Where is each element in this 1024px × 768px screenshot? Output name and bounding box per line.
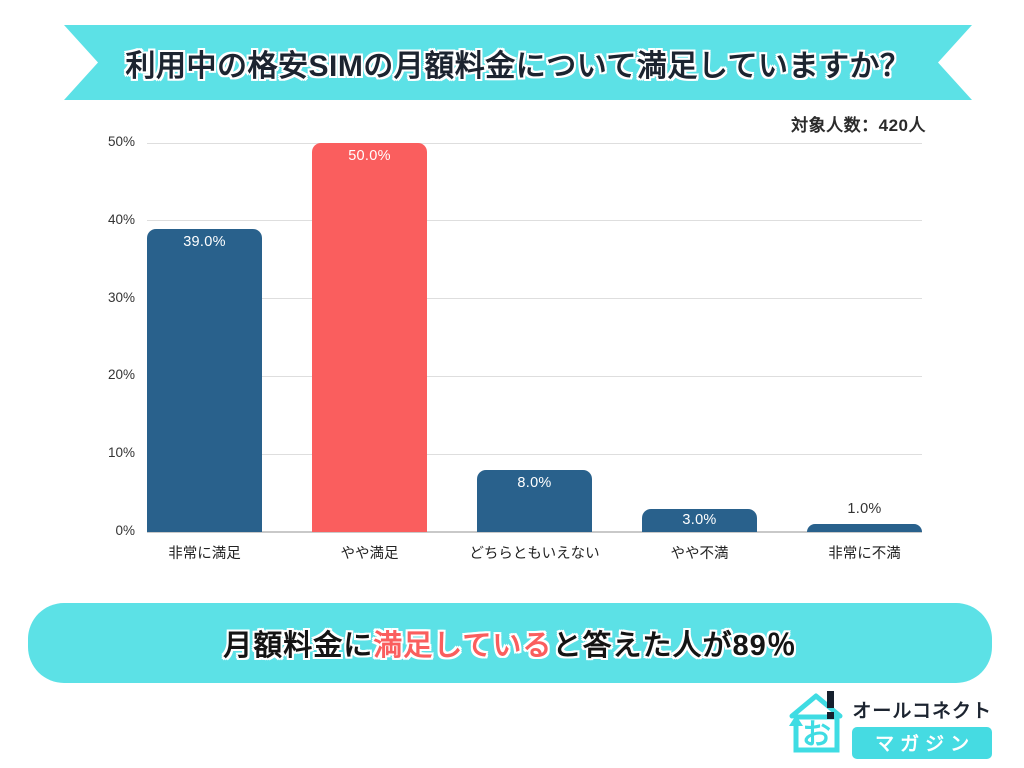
chart-bar-4 xyxy=(642,508,757,532)
title-banner: 利用中の格安SIMの月額料金について満足していますか？ xyxy=(64,25,972,100)
x-axis-category-label: どちらともいえない xyxy=(469,546,600,562)
gridline xyxy=(147,220,922,222)
chart-bar-2 xyxy=(312,143,427,532)
plot-area: 0% 10% 20% 30% 40% 50% 39.0% 非常に満足 50.0% やや満足 8.0%… xyxy=(108,134,922,562)
summary-text: 月額料金に満足していると答えた人が89％ xyxy=(223,622,796,664)
bar-value-label: 1.0% xyxy=(847,501,882,518)
summary-highlight: 満足している xyxy=(373,630,553,662)
gridline xyxy=(147,142,922,144)
x-axis-category-label: 非常に不満 xyxy=(828,546,901,562)
y-axis-tick-label: 30% xyxy=(107,289,135,305)
logo-o-char: お xyxy=(802,719,831,751)
y-axis-tick-label: 20% xyxy=(107,367,135,383)
brand-logo: お オールコネクト マガジン xyxy=(789,691,992,759)
chart-bar-1 xyxy=(147,228,262,532)
bar-value-label: 39.0% xyxy=(183,233,226,250)
chart-bar-3 xyxy=(477,469,592,532)
x-axis-baseline xyxy=(147,531,922,533)
brand-name: オールコネクト xyxy=(852,701,992,722)
bar-value-label: 3.0% xyxy=(682,511,717,528)
summary-prefix: 月額料金に xyxy=(223,630,374,662)
brand-sub-badge: マガジン xyxy=(852,727,992,759)
y-axis-tick-label: 0% xyxy=(115,523,135,538)
gridline xyxy=(147,298,922,300)
up-arrow-icon xyxy=(789,715,804,726)
house-o-icon: お xyxy=(789,691,843,753)
bar-value-label: 50.0% xyxy=(348,148,391,164)
x-axis-category-label: やや不満 xyxy=(670,546,729,562)
sample-size-label: 対象人数：420人 xyxy=(791,116,926,135)
bar-value-label: 8.0% xyxy=(517,474,552,491)
chart-bar-5 xyxy=(807,524,922,532)
logo-text: オールコネクト マガジン xyxy=(852,691,992,759)
y-axis-tick-label: 40% xyxy=(107,211,135,227)
exclamation-icon xyxy=(827,691,835,708)
page-title: 利用中の格安SIMの月額料金について満足していますか？ xyxy=(125,49,911,83)
y-axis-tick-label: 10% xyxy=(107,445,135,461)
x-axis-category-label: 非常に満足 xyxy=(168,546,241,562)
y-axis-tick-label: 50% xyxy=(107,134,135,149)
gridline xyxy=(147,453,922,455)
summary-banner: 月額料金に満足していると答えた人が89％ xyxy=(28,603,992,683)
summary-suffix: と答えた人が89％ xyxy=(552,630,797,662)
gridline xyxy=(147,375,922,377)
x-axis-category-label: やや満足 xyxy=(340,546,399,562)
